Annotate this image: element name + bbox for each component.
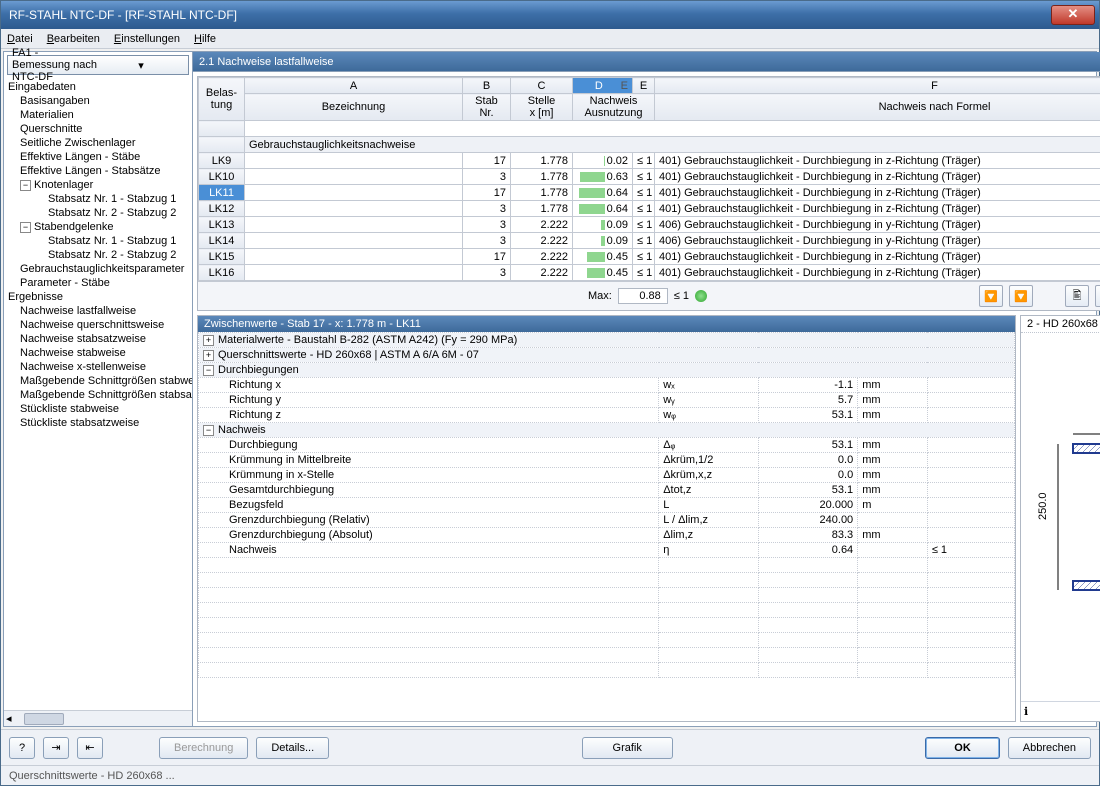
tree-item[interactable]: Materialien <box>4 108 192 122</box>
case-combo[interactable]: FA1 - Bemessung nach NTC-DF ▾ <box>7 55 189 75</box>
section-drawing: y z 260.0 250.0 <box>1021 333 1100 701</box>
statusbar: Querschnittswerte - HD 260x68 ... <box>1 765 1099 785</box>
max-value: 0.88 <box>618 288 668 304</box>
info-button[interactable]: ℹ <box>1024 705 1028 718</box>
tool-button-1[interactable]: 🖺 <box>1065 285 1089 307</box>
filter-button-1[interactable]: 🔽 <box>979 285 1003 307</box>
abbrechen-button[interactable]: Abbrechen <box>1008 737 1091 759</box>
tree-item[interactable]: Maßgebende Schnittgrößen stabsatzweise <box>4 388 192 402</box>
menu-einstellungen[interactable]: Einstellungen <box>114 33 180 45</box>
tree-item[interactable]: −Knotenlager <box>4 178 192 192</box>
results-grid[interactable]: Belas-tungABCD EEFGBezeichnungStabNr.Ste… <box>197 76 1100 311</box>
details-panel: Zwischenwerte - Stab 17 - x: 1.778 m - L… <box>197 315 1016 722</box>
preview-title: 2 - HD 260x68 | ASTM A 6/A 6M - 07 <box>1021 316 1100 333</box>
tree-root[interactable]: Ergebnisse <box>4 290 192 304</box>
tree-item[interactable]: Nachweise stabweise <box>4 346 192 360</box>
ok-button[interactable]: OK <box>925 737 1000 759</box>
scroll-thumb[interactable] <box>24 713 64 725</box>
menu-bearbeiten[interactable]: Bearbeiten <box>47 33 100 45</box>
tree-item[interactable]: Maßgebende Schnittgrößen stabweise <box>4 374 192 388</box>
tree-item[interactable]: Effektive Längen - Stäbe <box>4 150 192 164</box>
menu-datei[interactable]: Datei <box>7 33 33 45</box>
max-row: Max: 0.88 ≤ 1 🔽 🔽 🖺 ↯ ⌖ 🔍 ✎ 👁 <box>198 281 1100 310</box>
tree-item[interactable]: Parameter - Stäbe <box>4 276 192 290</box>
tree-item[interactable]: Querschnitte <box>4 122 192 136</box>
tree-item[interactable]: Gebrauchstauglichkeitsparameter <box>4 262 192 276</box>
tree-item[interactable]: Seitliche Zwischenlager <box>4 136 192 150</box>
max-label: Max: <box>588 290 612 302</box>
grafik-button[interactable]: Grafik <box>582 737 673 759</box>
app-window: RF-STAHL NTC-DF - [RF-STAHL NTC-DF] ✕ Da… <box>0 0 1100 786</box>
chevron-down-icon: ▾ <box>98 59 184 72</box>
lower-pane: Zwischenwerte - Stab 17 - x: 1.778 m - L… <box>197 315 1100 722</box>
berechnung-button[interactable]: Berechnung <box>159 737 248 759</box>
tree-item[interactable]: Nachweise querschnittsweise <box>4 318 192 332</box>
help-button[interactable]: ? <box>9 737 35 759</box>
tree-item[interactable]: Stabsatz Nr. 1 - Stabzug 1 <box>4 234 192 248</box>
tree-root[interactable]: Eingabedaten <box>4 80 192 94</box>
details-button[interactable]: Details... <box>256 737 329 759</box>
tree-item[interactable]: Stückliste stabweise <box>4 402 192 416</box>
tree-item[interactable]: Nachweise lastfallweise <box>4 304 192 318</box>
titlebar[interactable]: RF-STAHL NTC-DF - [RF-STAHL NTC-DF] ✕ <box>1 1 1099 29</box>
tree-item[interactable]: Stückliste stabsatzweise <box>4 416 192 430</box>
content: FA1 - Bemessung nach NTC-DF ▾ Eingabedat… <box>3 51 1097 727</box>
section-preview: 2 - HD 260x68 | ASTM A 6/A 6M - 07 y <box>1020 315 1100 722</box>
tab-title-text: 2.1 Nachweise lastfallweise <box>199 56 334 68</box>
nav-tree[interactable]: EingabedatenBasisangabenMaterialienQuers… <box>4 78 192 710</box>
svg-text:250.0: 250.0 <box>1037 492 1049 520</box>
bottom-bar: ? ⇥ ⇤ Berechnung Details... Grafik OK Ab… <box>1 729 1099 765</box>
tree-item[interactable]: Basisangaben <box>4 94 192 108</box>
tree-item[interactable]: Stabsatz Nr. 2 - Stabzug 2 <box>4 248 192 262</box>
tree-item[interactable]: Stabsatz Nr. 2 - Stabzug 2 <box>4 206 192 220</box>
tool-button-2[interactable]: ↯ <box>1095 285 1100 307</box>
export-button[interactable]: ⇤ <box>77 737 103 759</box>
pane: Belas-tungABCD EEFGBezeichnungStabNr.Ste… <box>193 72 1100 726</box>
filter-button-2[interactable]: 🔽 <box>1009 285 1033 307</box>
sidebar-scrollbar[interactable]: ◂ <box>4 710 192 726</box>
status-text: Querschnittswerte - HD 260x68 ... <box>9 770 175 782</box>
import-button[interactable]: ⇥ <box>43 737 69 759</box>
tree-item[interactable]: Nachweise x-stellenweise <box>4 360 192 374</box>
max-cmp: ≤ 1 <box>674 290 689 302</box>
tree-item[interactable]: Nachweise stabsatzweise <box>4 332 192 346</box>
menu-hilfe[interactable]: Hilfe <box>194 33 216 45</box>
close-button[interactable]: ✕ <box>1051 5 1095 25</box>
status-ok-icon <box>695 290 707 302</box>
sidebar: FA1 - Bemessung nach NTC-DF ▾ Eingabedat… <box>4 52 193 726</box>
tree-item[interactable]: Effektive Längen - Stabsätze <box>4 164 192 178</box>
main: 2.1 Nachweise lastfallweise Belas-tungAB… <box>193 52 1100 726</box>
scroll-left-icon[interactable]: ◂ <box>6 712 12 725</box>
tree-item[interactable]: Stabsatz Nr. 1 - Stabzug 1 <box>4 192 192 206</box>
window-title: RF-STAHL NTC-DF - [RF-STAHL NTC-DF] <box>5 8 1051 22</box>
tree-item[interactable]: −Stabendgelenke <box>4 220 192 234</box>
details-title: Zwischenwerte - Stab 17 - x: 1.778 m - L… <box>198 316 1015 332</box>
menubar: Datei Bearbeiten Einstellungen Hilfe <box>1 29 1099 49</box>
tab-title: 2.1 Nachweise lastfallweise <box>193 52 1100 72</box>
